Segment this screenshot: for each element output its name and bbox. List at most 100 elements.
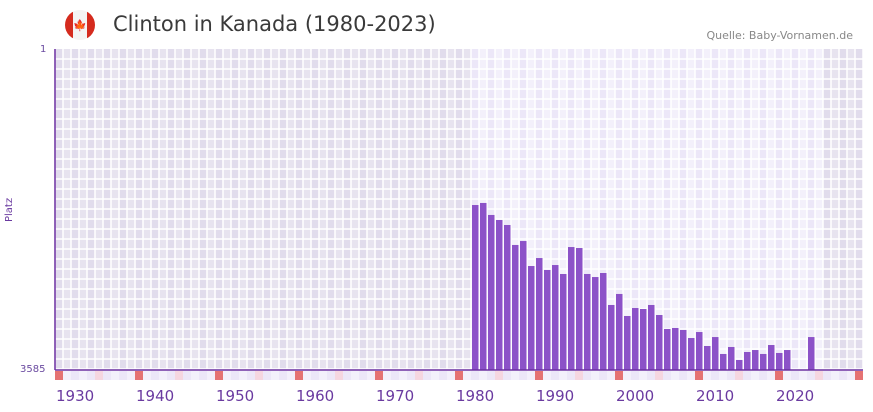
year-marker: [159, 371, 167, 380]
year-marker: [143, 371, 151, 380]
year-marker: [839, 371, 847, 380]
year-marker: [335, 371, 343, 380]
bar-1994: [584, 273, 591, 370]
bar-2003: [656, 315, 663, 370]
bar-2019: [784, 350, 791, 370]
year-marker: [215, 371, 223, 380]
bar-2017: [768, 345, 775, 370]
x-tick-label: 2010: [696, 387, 734, 405]
bar-2012: [728, 346, 735, 370]
year-marker: [223, 371, 231, 380]
bar-1999: [624, 315, 631, 370]
bar-1997: [608, 304, 615, 370]
bar-1991: [560, 273, 567, 370]
year-marker: [55, 371, 63, 380]
year-marker: [319, 371, 327, 380]
year-marker: [167, 371, 175, 380]
year-marker: [591, 371, 599, 380]
bar-2014: [744, 351, 751, 370]
x-tick-label: 1930: [56, 387, 94, 405]
year-marker: [263, 371, 271, 380]
x-tick-label: 1990: [536, 387, 574, 405]
year-marker: [663, 371, 671, 380]
year-marker: [463, 371, 471, 380]
source-link[interactable]: Quelle: Baby-Vornamen.de: [706, 29, 853, 42]
year-marker: [359, 371, 367, 380]
year-marker: [615, 371, 623, 380]
year-marker: [823, 371, 831, 380]
bar-1987: [528, 266, 535, 370]
bar-1981: [480, 202, 487, 370]
year-marker: [831, 371, 839, 380]
year-marker: [423, 371, 431, 380]
x-tick-label: 1960: [296, 387, 334, 405]
year-marker: [623, 371, 631, 380]
year-marker: [271, 371, 279, 380]
year-marker: [647, 371, 655, 380]
year-marker: [679, 371, 687, 380]
year-marker: [391, 371, 399, 380]
year-marker: [207, 371, 215, 380]
year-marker: [559, 371, 567, 380]
year-marker: [583, 371, 591, 380]
year-marker: [311, 371, 319, 380]
year-marker: [855, 371, 863, 380]
year-marker: [511, 371, 519, 380]
year-marker: [351, 371, 359, 380]
x-tick-label: 2020: [776, 387, 814, 405]
x-tick-label: 1940: [136, 387, 174, 405]
year-marker: [735, 371, 743, 380]
x-tick-label: 1980: [456, 387, 494, 405]
year-marker: [799, 371, 807, 380]
year-marker: [487, 371, 495, 380]
year-marker: [415, 371, 423, 380]
year-marker: [503, 371, 511, 380]
bar-2010: [712, 337, 719, 370]
year-marker: [743, 371, 751, 380]
year-marker: [455, 371, 463, 380]
year-marker: [439, 371, 447, 380]
year-marker: [791, 371, 799, 380]
year-marker: [175, 371, 183, 380]
year-marker: [655, 371, 663, 380]
bar-2000: [632, 308, 639, 370]
year-marker: [407, 371, 415, 380]
bar-1998: [616, 293, 623, 370]
year-marker: [111, 371, 119, 380]
year-marker: [199, 371, 207, 380]
year-marker: [183, 371, 191, 380]
bar-2008: [696, 332, 703, 370]
bar-2015: [752, 350, 759, 370]
year-marker: [639, 371, 647, 380]
bar-1990: [552, 265, 559, 370]
bar-2002: [648, 304, 655, 370]
year-marker: [255, 371, 263, 380]
year-marker: [87, 371, 95, 380]
bar-2005: [672, 327, 679, 370]
bar-1984: [504, 224, 511, 370]
bar-2007: [688, 338, 695, 370]
bar-1989: [544, 269, 551, 370]
year-marker: [783, 371, 791, 380]
year-marker: [303, 371, 311, 380]
year-marker: [79, 371, 87, 380]
year-marker: [567, 371, 575, 380]
year-marker: [767, 371, 775, 380]
year-marker: [71, 371, 79, 380]
year-marker: [135, 371, 143, 380]
year-marker: [519, 371, 527, 380]
y-tick-top: 1: [40, 44, 47, 55]
x-tick-label: 2000: [616, 387, 654, 405]
bar-1993: [576, 248, 583, 370]
year-marker: [63, 371, 71, 380]
year-marker: [687, 371, 695, 380]
year-marker: [751, 371, 759, 380]
x-tick-label: 1950: [216, 387, 254, 405]
year-marker: [287, 371, 295, 380]
bar-2009: [704, 345, 711, 370]
year-marker: [631, 371, 639, 380]
bar-2004: [664, 328, 671, 370]
y-tick-bottom: 3585: [20, 364, 46, 375]
year-marker: [535, 371, 543, 380]
